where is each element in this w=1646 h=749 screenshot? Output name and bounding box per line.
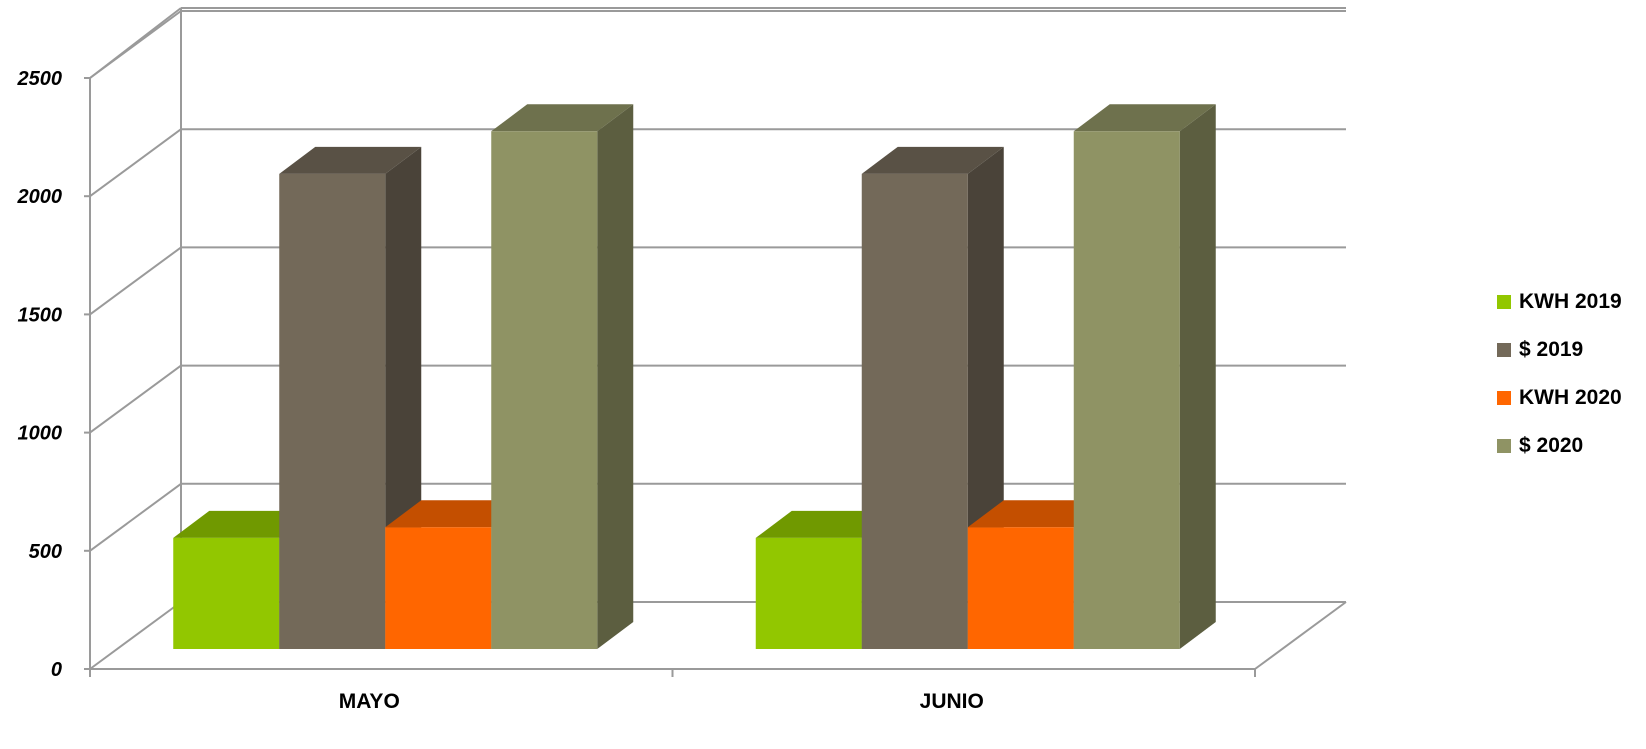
legend-swatch [1497,439,1511,453]
bar-front [279,173,386,649]
bar-front [1073,131,1180,649]
bar-top [491,104,634,132]
chart-legend: KWH 2019 $ 2019 KWH 2020 $ 2020 [1497,286,1622,478]
bar-front [755,537,862,649]
y-tick-label: 2000 [17,186,63,208]
bar-top [1073,104,1216,132]
legend-item: $ 2019 [1497,334,1622,366]
x-category-label: MAYO [339,690,400,713]
bar [491,104,634,649]
legend-label: $ 2020 [1519,434,1584,457]
chart-bars [173,104,1216,649]
bar-top [861,146,1004,174]
gridline-depth [89,601,182,670]
bar-front [967,527,1074,649]
bar-front [491,131,598,649]
bar-top [279,146,422,174]
y-tick-label: 0 [51,659,62,681]
bar [1073,104,1216,649]
bar-front [861,173,968,649]
y-tick-label: 1000 [18,423,63,445]
gridline-depth [89,482,182,552]
bar-side [597,104,634,649]
legend-swatch [1497,391,1511,405]
gridline-depth [89,364,182,434]
gridline-depth [89,7,182,79]
legend-swatch [1497,295,1511,309]
y-tick-label: 1500 [18,304,63,326]
chart-labels: 0 500 1000 1500 2000 2500 MAYO JUNIO [17,68,984,713]
legend-item: $ 2020 [1497,430,1622,462]
gridline-depth [89,128,182,198]
gridline-depth [89,246,182,316]
bar-front [173,537,280,649]
legend-item: KWH 2020 [1497,382,1622,414]
legend-label: KWH 2019 [1519,290,1622,313]
legend-swatch [1497,343,1511,357]
y-tick-label: 2500 [17,68,63,90]
legend-item: KWH 2019 [1497,286,1622,318]
bar-front [385,527,492,649]
y-tick-label: 500 [29,541,62,563]
legend-label: KWH 2020 [1519,386,1622,409]
legend-label: $ 2019 [1519,338,1584,361]
bar-side [1179,104,1216,649]
chart-axes [84,8,1347,677]
x-category-label: JUNIO [920,690,984,713]
floor-edge [1254,601,1347,670]
